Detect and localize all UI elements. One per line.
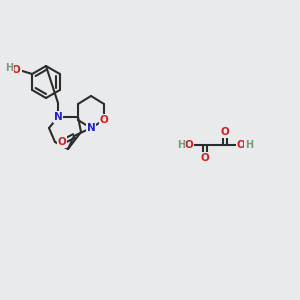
Text: O: O <box>100 115 108 125</box>
Text: O: O <box>184 140 194 150</box>
Text: H: H <box>5 63 13 73</box>
Text: O: O <box>237 140 245 150</box>
Text: O: O <box>12 65 20 75</box>
Text: H: H <box>245 140 253 150</box>
Text: H: H <box>177 140 185 150</box>
Text: O: O <box>58 137 66 147</box>
Text: O: O <box>201 153 209 163</box>
Text: O: O <box>220 127 230 137</box>
Text: N: N <box>87 123 95 133</box>
Text: N: N <box>54 112 62 122</box>
